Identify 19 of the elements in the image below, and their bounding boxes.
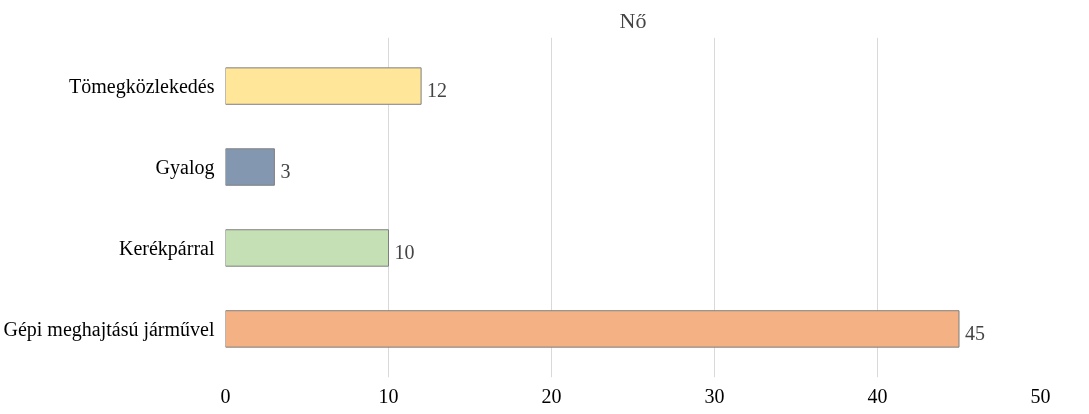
x-tick-label: 20: [541, 384, 562, 407]
data-label: 12: [427, 79, 448, 102]
bar: [225, 148, 275, 186]
chart-title: Nő: [619, 7, 647, 33]
x-tick-label: 30: [704, 384, 725, 407]
data-label: 45: [965, 321, 985, 344]
x-tick-label: 40: [867, 384, 888, 407]
bar: [225, 229, 389, 267]
x-tick-label: 0: [220, 384, 231, 407]
x-tick-label: 50: [1030, 384, 1051, 407]
data-label: 10: [394, 240, 415, 263]
x-tick-label: 10: [378, 384, 399, 407]
y-tick-label: Tömegközlekedés: [69, 75, 215, 99]
data-label: 3: [280, 160, 291, 183]
y-tick-label: Gyalog: [155, 156, 215, 180]
y-tick-label: Kerékpárral: [119, 236, 215, 260]
y-tick-label: Gépi meghajtású járművel: [3, 317, 215, 341]
bar: [225, 67, 422, 105]
bar: [225, 310, 960, 348]
